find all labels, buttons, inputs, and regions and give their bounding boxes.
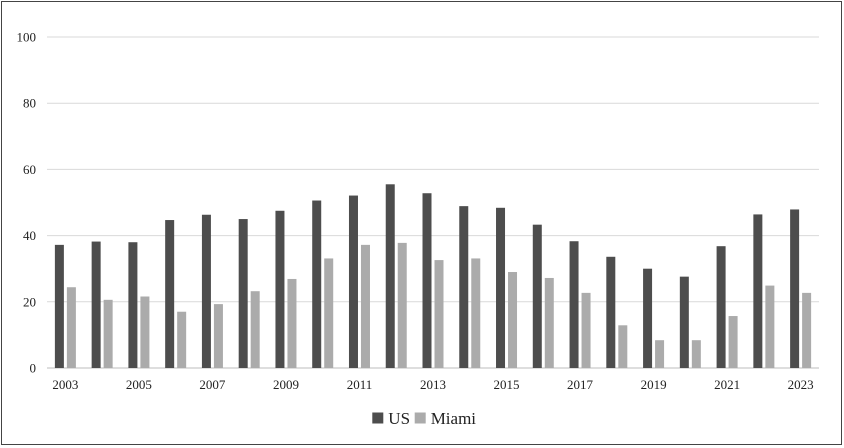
bar-miami-2005	[140, 296, 150, 368]
bar-us-2013	[422, 193, 432, 368]
bar-miami-2007	[213, 304, 223, 368]
x-tick-label: 2009	[273, 377, 299, 392]
y-axis: 0 20 40 60 80 100	[17, 30, 37, 376]
bar-group-2012	[385, 184, 407, 368]
bar-us-2003	[54, 244, 64, 368]
bar-miami-2006	[177, 311, 187, 368]
bar-miami-2015	[508, 272, 518, 368]
x-tick-label: 2011	[347, 377, 373, 392]
bar-group-2007	[201, 214, 223, 368]
gridlines	[47, 36, 819, 369]
bar-miami-2018	[618, 325, 628, 368]
bar-us-2021	[716, 246, 726, 368]
y-tick-label: 100	[17, 30, 37, 45]
x-tick-label: 2021	[714, 377, 740, 392]
bar-group-2022	[753, 214, 775, 368]
bar-group-2003	[54, 244, 76, 368]
x-axis: 2003 2005 2007 2009 2011 2013 2015 2017 2019 2021…	[52, 377, 813, 392]
bar-group-2013	[422, 193, 444, 368]
bar-group-2004	[91, 241, 113, 368]
y-tick-label: 80	[23, 96, 36, 111]
bar-us-2009	[275, 210, 285, 368]
bar-group-2020	[679, 276, 701, 368]
bar-us-2007	[201, 214, 211, 368]
x-tick-label: 2003	[52, 377, 78, 392]
bar-miami-2014	[471, 258, 481, 368]
bar-us-2006	[165, 220, 175, 368]
bar-group-2021	[716, 246, 738, 368]
x-tick-label: 2007	[199, 377, 226, 392]
bar-miami-2020	[691, 340, 701, 368]
x-tick-label: 2005	[126, 377, 152, 392]
bar-group-2023	[790, 209, 812, 368]
bar-group-2006	[165, 220, 187, 368]
bar-us-2015	[496, 207, 506, 368]
bar-us-2010	[312, 200, 322, 368]
legend-label: Miami	[431, 409, 477, 428]
bar-group-2008	[238, 219, 260, 368]
bar-us-2023	[790, 209, 800, 368]
bar-miami-2008	[250, 291, 260, 368]
bar-us-2017	[569, 241, 579, 368]
bar-us-2008	[238, 219, 248, 368]
bar-group-2005	[128, 242, 150, 368]
x-tick-label: 2017	[567, 377, 594, 392]
legend-swatch	[372, 412, 384, 424]
bar-miami-2011	[360, 244, 370, 368]
legend: US Miami	[372, 409, 476, 428]
bar-group-2011	[348, 195, 370, 368]
bar-group-2019	[643, 268, 665, 368]
bar-miami-2023	[802, 292, 812, 368]
bar-us-2022	[753, 214, 763, 368]
bar-miami-2013	[434, 260, 444, 368]
x-tick-label: 2015	[494, 377, 520, 392]
bar-miami-2009	[287, 278, 297, 368]
bar-miami-2012	[397, 242, 407, 368]
bar-miami-2019	[655, 340, 665, 368]
bar-miami-2010	[324, 258, 334, 368]
x-tick-label: 2023	[788, 377, 814, 392]
bar-miami-2004	[103, 299, 113, 368]
bar-us-2020	[679, 276, 689, 368]
bar-group-2014	[459, 206, 481, 368]
y-tick-label: 20	[23, 294, 36, 309]
bar-us-2018	[606, 256, 616, 368]
bar-group-2010	[312, 200, 334, 368]
bar-us-2019	[643, 268, 653, 368]
bar-miami-2021	[728, 316, 738, 368]
bar-us-2011	[348, 195, 358, 368]
bar-miami-2022	[765, 285, 775, 368]
legend-item-us: US	[372, 409, 410, 428]
bar-miami-2003	[66, 287, 76, 368]
bar-miami-2017	[581, 292, 591, 368]
bar-group-2009	[275, 210, 297, 368]
y-tick-label: 60	[23, 162, 36, 177]
x-tick-label: 2013	[420, 377, 446, 392]
legend-item-miami: Miami	[414, 409, 477, 428]
bar-miami-2016	[544, 277, 554, 368]
bar-us-2016	[532, 224, 542, 368]
bars	[54, 184, 812, 368]
x-tick-label: 2019	[641, 377, 667, 392]
legend-label: US	[388, 409, 410, 428]
bar-us-2004	[91, 241, 101, 368]
y-tick-label: 40	[23, 228, 36, 243]
bar-us-2014	[459, 206, 469, 368]
legend-swatch	[414, 412, 426, 424]
y-tick-label: 0	[30, 361, 37, 376]
bar-group-2015	[496, 207, 518, 368]
bar-us-2012	[385, 184, 395, 368]
bar-group-2018	[606, 256, 628, 368]
bar-group-2017	[569, 241, 591, 368]
bar-group-2016	[532, 224, 554, 368]
bar-us-2005	[128, 242, 138, 368]
